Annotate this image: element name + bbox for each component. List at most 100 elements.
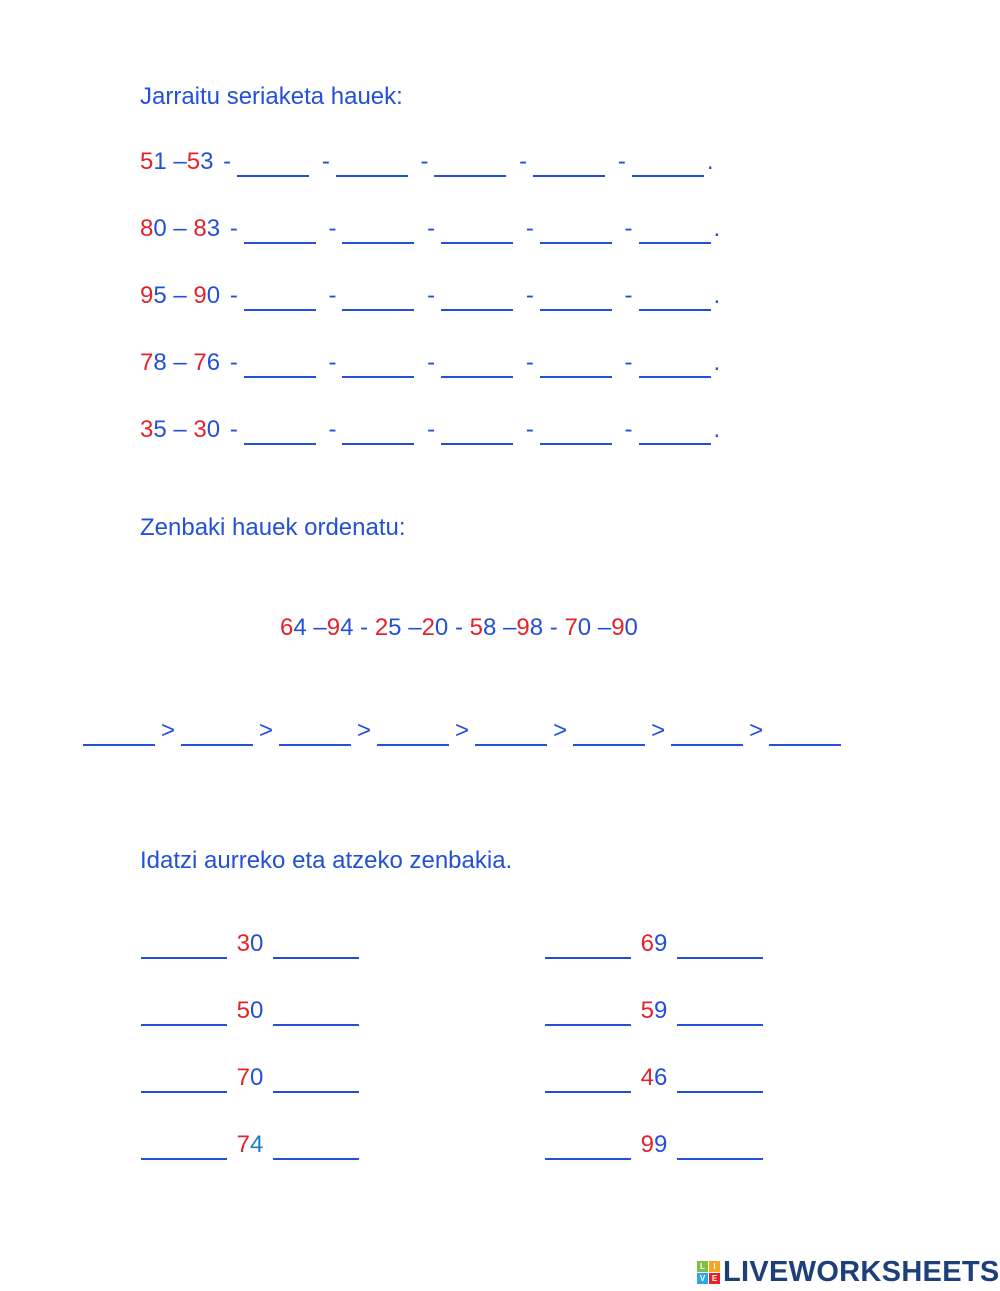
answer-input[interactable] [769, 718, 842, 746]
section1-title: Jarraitu seriaketa hauek: [140, 83, 403, 110]
answer-input[interactable] [539, 417, 612, 445]
answer-input[interactable] [441, 350, 514, 378]
answer-input[interactable] [638, 350, 711, 378]
answer-input[interactable] [638, 283, 711, 311]
answer-input[interactable] [279, 718, 352, 746]
answer-input[interactable] [441, 216, 514, 244]
answer-input[interactable] [335, 149, 408, 177]
number: 58 [470, 614, 497, 641]
answer-input[interactable] [181, 718, 254, 746]
ones-digit: 5 [388, 614, 402, 641]
answer-input[interactable] [677, 1132, 764, 1160]
answer-input[interactable] [83, 718, 155, 746]
separator: - [223, 148, 232, 175]
ones-digit: 0 [624, 614, 638, 641]
answer-input[interactable] [539, 350, 612, 378]
ones-digit: 0 [206, 282, 221, 309]
number: 53 [187, 148, 214, 175]
answer-input[interactable] [441, 283, 514, 311]
tens-digit: 7 [193, 349, 207, 376]
answer-input[interactable] [243, 417, 316, 445]
answer-input[interactable] [273, 931, 360, 959]
separator: - [229, 215, 238, 242]
separator: – [173, 282, 187, 309]
ones-digit: 8 [529, 614, 544, 641]
number: 70 [564, 614, 591, 641]
tens-digit: 7 [236, 1131, 251, 1158]
ones-digit: 6 [654, 1064, 668, 1091]
logo-text: LIVEWORKSHEETS [723, 1256, 1000, 1288]
answer-input[interactable] [273, 1065, 360, 1093]
neighbor-row: 99 [542, 1130, 766, 1160]
ones-digit: 5 [153, 416, 167, 443]
answer-input[interactable] [141, 931, 227, 959]
number: 69 [641, 930, 668, 957]
series-row: 35 – 30 - - - - -. [140, 415, 720, 445]
tens-digit: 2 [374, 614, 389, 641]
answer-input[interactable] [677, 998, 764, 1026]
answer-input[interactable] [141, 998, 227, 1026]
answer-input[interactable] [545, 1132, 631, 1160]
separator: - [427, 416, 436, 443]
answer-input[interactable] [342, 350, 415, 378]
tens-digit: 7 [564, 614, 578, 641]
neighbor-row: 30 [138, 929, 362, 959]
answer-input[interactable] [141, 1065, 227, 1093]
answer-input[interactable] [243, 283, 316, 311]
ones-digit: 4 [340, 614, 354, 641]
separator: – [173, 416, 187, 443]
number: 25 [375, 614, 402, 641]
series-row: 78 – 76 - - - - -. [140, 348, 720, 378]
answer-input[interactable] [638, 216, 711, 244]
answer-input[interactable] [342, 417, 415, 445]
answer-input[interactable] [631, 149, 704, 177]
answer-input[interactable] [273, 998, 360, 1026]
number: 50 [237, 997, 264, 1024]
answer-input[interactable] [434, 149, 507, 177]
answer-input[interactable] [342, 216, 415, 244]
answer-input[interactable] [638, 417, 711, 445]
answer-input[interactable] [237, 149, 310, 177]
number: 30 [193, 416, 220, 443]
answer-input[interactable] [677, 1065, 764, 1093]
ones-digit: 0 [250, 997, 264, 1024]
answer-input[interactable] [342, 283, 415, 311]
period: . [706, 148, 714, 175]
answer-input[interactable] [573, 718, 646, 746]
neighbor-row: 70 [138, 1063, 362, 1093]
ones-digit: 8 [153, 349, 167, 376]
answer-input[interactable] [243, 216, 316, 244]
answer-input[interactable] [273, 1132, 360, 1160]
ones-digit: 9 [654, 930, 668, 957]
answer-input[interactable] [545, 931, 631, 959]
answer-input[interactable] [677, 931, 764, 959]
tens-digit: 8 [140, 215, 154, 242]
answer-input[interactable] [545, 998, 631, 1026]
ones-digit: 8 [482, 614, 497, 641]
answer-input[interactable] [671, 718, 744, 746]
separator: - [229, 282, 238, 309]
answer-input[interactable] [475, 718, 548, 746]
answer-input[interactable] [141, 1132, 227, 1160]
numbers-to-order: 64 –94 - 25 –20 - 58 –98 - 70 –90 [280, 613, 638, 643]
separator: - [229, 349, 238, 376]
order-answer-row: > > > > > > > [80, 716, 844, 746]
ones-digit: 5 [153, 282, 167, 309]
answer-input[interactable] [539, 216, 612, 244]
neighbor-row: 59 [542, 996, 766, 1026]
answer-input[interactable] [243, 350, 316, 378]
number: 59 [641, 997, 668, 1024]
period: . [713, 215, 721, 242]
section2-title: Zenbaki hauek ordenatu: [140, 514, 406, 541]
answer-input[interactable] [545, 1065, 631, 1093]
answer-input[interactable] [377, 718, 450, 746]
answer-input[interactable] [441, 417, 514, 445]
greater-than-sign: > [553, 717, 568, 744]
separator: – [408, 614, 422, 641]
answer-input[interactable] [533, 149, 606, 177]
number: 83 [193, 215, 220, 242]
ones-digit: 0 [434, 614, 449, 641]
number: 74 [237, 1131, 264, 1158]
answer-input[interactable] [539, 283, 612, 311]
